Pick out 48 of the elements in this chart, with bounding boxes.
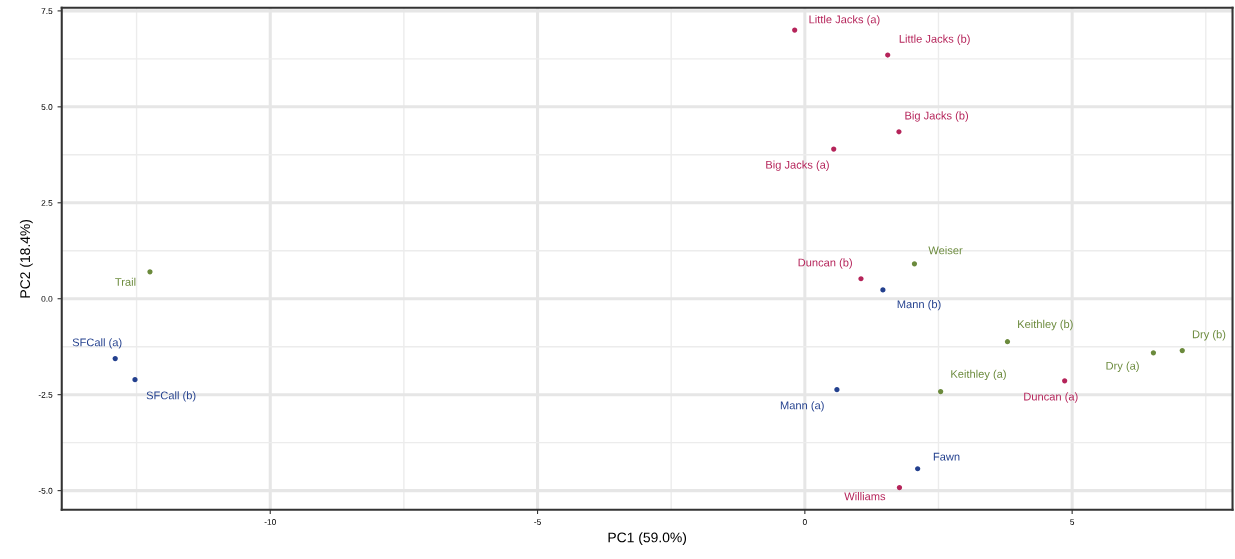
point: [896, 129, 902, 135]
y-tick-label: -5.0: [38, 487, 53, 494]
annotation: Williams: [844, 492, 886, 501]
point: [834, 387, 840, 393]
annotation: Keithley (a): [951, 369, 1006, 381]
annotation: Dry (a): [1106, 361, 1139, 372]
annotation: Trail: [115, 277, 136, 286]
x-axis-title: PC1 (59.0%): [608, 532, 687, 546]
annotation: Fawn: [933, 452, 960, 461]
y-tick-label: 2.5: [41, 199, 53, 206]
annotation: Weiser: [928, 246, 963, 255]
point: [911, 261, 918, 267]
annotation: Big Jacks (a): [766, 160, 829, 171]
y-tick-label: -2.5: [38, 391, 53, 398]
point: [1150, 350, 1157, 356]
y-tick-label: 0.0: [41, 295, 53, 302]
point: [132, 377, 138, 383]
point: [915, 466, 921, 472]
annotation: Duncan (b): [798, 258, 852, 269]
point: [1004, 339, 1011, 345]
point: [885, 52, 891, 58]
annotation: Little Jacks (a): [809, 15, 880, 26]
annotation: Little Jacks (b): [899, 34, 970, 45]
point: [880, 287, 886, 293]
point: [147, 269, 153, 275]
point: [938, 389, 944, 395]
point: [1062, 378, 1068, 384]
annotation: Mann (a): [780, 401, 824, 412]
annotation: Duncan (a): [1024, 392, 1078, 403]
annotation: Keithley (b): [1018, 319, 1073, 331]
point: [831, 146, 837, 152]
annotation: Mann (b): [897, 300, 941, 311]
point: [112, 356, 118, 362]
x-tick-label: -10: [264, 519, 276, 525]
annotation: Dry (b): [1192, 330, 1226, 341]
x-tick-label: 5: [1070, 519, 1075, 525]
point: [896, 484, 903, 491]
annotation: SFCall (b): [146, 391, 196, 402]
x-tick-label: 0: [802, 519, 807, 525]
annotation: SFCall (a): [72, 338, 122, 349]
annotation: Big Jacks (b): [905, 111, 969, 122]
y-tick-label: 5.0: [41, 104, 53, 110]
x-tick-label: -5: [534, 519, 541, 525]
point: [792, 27, 798, 33]
y-tick-label: 7.5: [41, 8, 53, 14]
y-axis-title: PC2 (18.4%): [19, 219, 33, 298]
point: [858, 276, 864, 282]
point: [1179, 347, 1185, 354]
